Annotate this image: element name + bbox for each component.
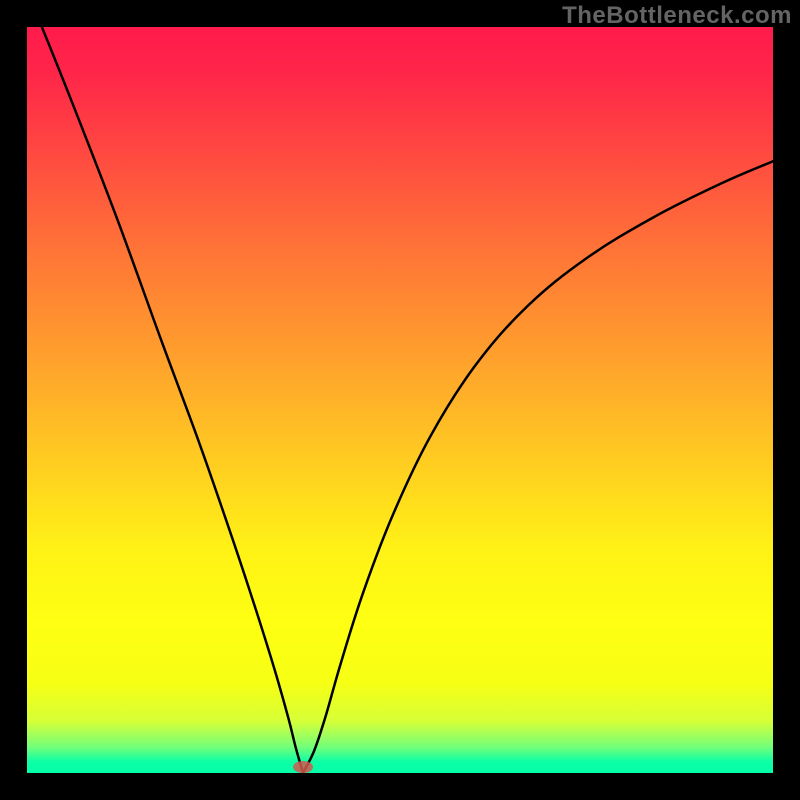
chart-container: TheBottleneck.com [0,0,800,800]
chart-background [27,27,773,773]
optimal-point-marker [293,761,313,773]
watermark-text: TheBottleneck.com [562,2,792,30]
bottleneck-chart [0,0,800,800]
